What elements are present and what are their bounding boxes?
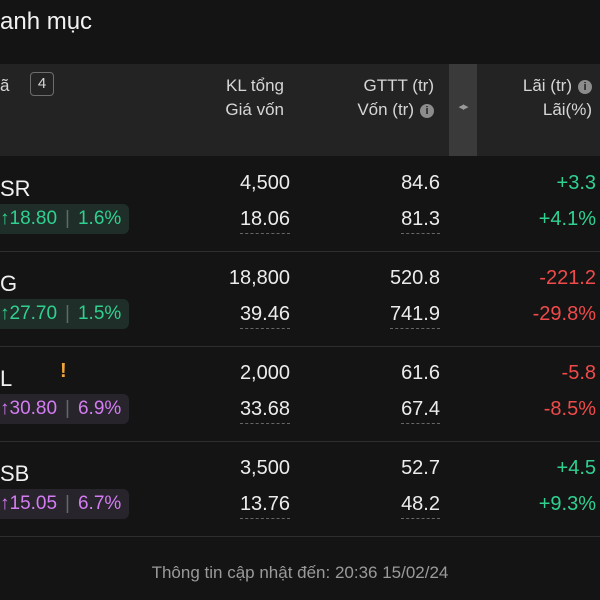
- up-arrow-icon: ↑: [0, 303, 10, 324]
- table-header: ã KL tổng Giá vốn GTTT (tr) Vốn (tr) i Lã…: [0, 64, 600, 156]
- capital-value: 67.4: [401, 398, 440, 424]
- total-volume: 4,500: [239, 172, 290, 194]
- header-profit: Lãi (tr): [522, 76, 572, 95]
- header-lai[interactable]: Lãi (tr) i Lãi(%): [480, 74, 592, 122]
- market-value: 84.6: [401, 172, 440, 194]
- price-change-pct: 6.7%: [77, 493, 122, 514]
- header-ticker-label: ã: [0, 76, 10, 95]
- header-kl-total: KL tổng: [226, 76, 284, 95]
- header-capital: Vốn (tr): [357, 100, 414, 119]
- capital-value: 48.2: [401, 493, 440, 519]
- cost-price: 13.76: [239, 493, 290, 519]
- info-icon[interactable]: i: [578, 80, 592, 94]
- price-change-pct: 1.6%: [77, 208, 122, 229]
- separator: |: [65, 398, 70, 419]
- market-value: 520.8: [389, 267, 440, 289]
- profit-value: +3.3: [556, 172, 596, 194]
- price-change-pct: 1.5%: [77, 303, 122, 324]
- capital-value: 81.3: [401, 208, 440, 234]
- up-arrow-icon: ↑: [0, 493, 10, 514]
- header-gttt[interactable]: GTTT (tr) Vốn (tr) i: [300, 74, 434, 122]
- profit-value: +4.5: [556, 457, 596, 479]
- current-price: 30.80: [9, 398, 58, 419]
- price-change-badge: ↑27.70 | 1.5%: [0, 299, 130, 329]
- market-value: 61.6: [401, 362, 440, 384]
- current-price: 27.70: [9, 303, 58, 324]
- price-change-badge: ↑18.80 | 1.6%: [0, 204, 130, 234]
- profit-pct: -8.5%: [543, 398, 596, 420]
- price-change-badge: ↑15.05 | 6.7%: [0, 489, 130, 519]
- column-resize-handle[interactable]: ◂▸: [449, 64, 477, 156]
- profit-pct: +9.3%: [538, 493, 596, 515]
- profit-value: -5.8: [561, 362, 596, 384]
- ticker-symbol: SR: [0, 176, 31, 201]
- count-badge: 4: [30, 72, 54, 96]
- header-cost-price: Giá vốn: [225, 100, 284, 119]
- swap-arrows-icon: ◂▸: [458, 101, 468, 113]
- ticker-symbol: G: [0, 271, 18, 296]
- table-row[interactable]: SR ↑18.80 | 1.6% 4,500 18.06 84.6 81.3 +3.3 +4.1%: [0, 156, 600, 252]
- total-volume: 18,800: [228, 267, 290, 289]
- up-arrow-icon: ↑: [0, 208, 10, 229]
- market-value: 52.7: [401, 457, 440, 479]
- table-row[interactable]: SB ↑15.05 | 6.7% 3,500 13.76 52.7 48.2 +4.5 +9.3%: [0, 441, 600, 537]
- profit-pct: -29.8%: [532, 303, 596, 325]
- separator: |: [65, 303, 70, 324]
- header-profit-pct: Lãi(%): [542, 100, 592, 119]
- cost-price: 39.46: [239, 303, 290, 329]
- total-volume: 2,000: [239, 362, 290, 384]
- total-volume: 3,500: [239, 457, 290, 479]
- current-price: 18.80: [9, 208, 58, 229]
- page-title: anh mục: [0, 8, 93, 35]
- price-change-badge: ↑30.80 | 6.9%: [0, 394, 130, 424]
- separator: |: [65, 208, 70, 229]
- profit-pct: +4.1%: [538, 208, 596, 230]
- ticker-symbol: L: [0, 366, 13, 391]
- table-row[interactable]: L! ↑30.80 | 6.9% 2,000 33.68 61.6 67.4 -5.8 -8.5%: [0, 346, 600, 442]
- ticker-symbol: SB: [0, 461, 30, 486]
- current-price: 15.05: [9, 493, 58, 514]
- header-market-value: GTTT (tr): [363, 76, 435, 95]
- header-kl[interactable]: KL tổng Giá vốn: [150, 74, 284, 122]
- up-arrow-icon: ↑: [0, 398, 10, 419]
- cost-price: 18.06: [239, 208, 290, 234]
- capital-value: 741.9: [389, 303, 440, 329]
- table-row[interactable]: G ↑27.70 | 1.5% 18,800 39.46 520.8 741.9 -221.2 -…: [0, 251, 600, 347]
- update-info: Thông tin cập nhật đến: 20:36 15/02/24: [151, 563, 449, 582]
- price-change-pct: 6.9%: [77, 398, 122, 419]
- separator: |: [65, 493, 70, 514]
- info-icon[interactable]: i: [420, 104, 434, 118]
- warning-icon[interactable]: !: [60, 360, 67, 382]
- cost-price: 33.68: [239, 398, 290, 424]
- profit-value: -221.2: [539, 267, 596, 289]
